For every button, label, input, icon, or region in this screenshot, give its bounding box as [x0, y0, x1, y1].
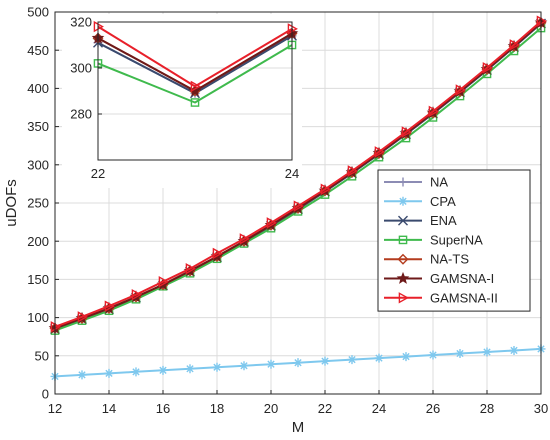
legend-entry-superna: SuperNA	[384, 232, 483, 247]
data-point-gamsna-ii	[374, 146, 385, 158]
data-point-gamsna-ii	[104, 300, 115, 312]
data-point-gamsna-ii	[428, 105, 439, 118]
data-point-gamsna-ii	[212, 247, 223, 260]
y-tick-label: 400	[27, 81, 49, 96]
legend-label-na: NA	[430, 175, 448, 190]
y-tick-label: 100	[27, 310, 49, 325]
legend-label-gamsna-i: GAMSNA-I	[430, 271, 494, 286]
data-point-cpa	[212, 362, 222, 372]
legend-label-gamsna-ii: GAMSNA-II	[430, 290, 498, 305]
data-point-gamsna-ii	[266, 217, 277, 229]
y-tick-label: 200	[27, 234, 49, 249]
data-point-cpa	[482, 347, 492, 357]
inset-chart: 22 24 280 300 320	[62, 14, 302, 188]
data-point-cpa	[428, 350, 438, 360]
legend-label-ena: ENA	[430, 213, 457, 228]
x-tick-label: 24	[285, 166, 299, 181]
data-point-cpa	[104, 368, 114, 378]
x-tick-label: 12	[48, 401, 62, 416]
data-point-gamsna-ii	[347, 165, 358, 177]
inset-ticks: 22 24 280 300 320	[70, 15, 299, 181]
data-point-gamsna-ii	[401, 126, 412, 138]
data-point-cpa	[455, 349, 465, 359]
y-tick-label: 150	[27, 272, 49, 287]
x-tick-label: 14	[102, 401, 116, 416]
y-tick-label: 320	[70, 15, 92, 30]
data-point-cpa	[374, 353, 384, 363]
data-point-cpa	[77, 370, 87, 380]
inset-plot-frame	[97, 21, 293, 161]
data-point-gamsna-ii	[482, 62, 493, 74]
legend-marker-gamsna-i	[396, 271, 410, 284]
y-tick-label: 300	[70, 61, 92, 76]
data-point-cpa	[401, 352, 411, 362]
legend-entry-ena: ENA	[384, 213, 457, 228]
data-point-gamsna-ii	[509, 39, 520, 51]
data-point-gamsna-ii	[131, 288, 142, 301]
x-tick-label: 24	[372, 401, 386, 416]
data-point-gamsna-ii	[77, 311, 88, 323]
data-point-series-6	[190, 80, 201, 93]
data-point-gamsna-ii	[320, 183, 331, 195]
data-point-cpa	[509, 345, 519, 355]
data-point-cpa	[320, 356, 330, 366]
x-tick-label: 22	[318, 401, 332, 416]
legend-label-cpa: CPA	[430, 194, 456, 209]
x-tick-label: 26	[426, 401, 440, 416]
y-tick-label: 500	[27, 5, 49, 20]
data-point-cpa	[239, 361, 249, 371]
x-tick-label: 18	[210, 401, 224, 416]
y-tick-label: 50	[35, 348, 49, 363]
legend-marker-ena	[398, 215, 408, 226]
data-point-cpa	[158, 365, 168, 375]
x-tick-label: 16	[156, 401, 170, 416]
data-point-gamsna-ii	[239, 233, 250, 245]
y-tick-label: 0	[42, 387, 49, 402]
series-line-series-3	[97, 44, 293, 104]
legend-marker-na-ts	[397, 253, 409, 265]
main-series	[48, 15, 548, 381]
x-tick-label: 28	[480, 401, 494, 416]
data-point-cpa	[266, 359, 276, 369]
data-point-cpa	[131, 367, 141, 377]
legend-marker-superna	[398, 235, 408, 245]
data-point-cpa	[185, 364, 195, 374]
legend-entry-gamsna-ii: GAMSNA-II	[384, 290, 498, 305]
data-point-cpa	[293, 358, 303, 368]
x-tick-label: 30	[534, 401, 548, 416]
data-point-cpa	[347, 355, 357, 365]
y-tick-label: 350	[27, 119, 49, 134]
y-tick-label: 250	[27, 196, 49, 211]
y-tick-label: 300	[27, 157, 49, 172]
inset-series	[91, 20, 299, 107]
series-line-gamsna-ii	[54, 20, 542, 328]
y-tick-label: 450	[27, 43, 49, 58]
main-ticks: 12 14 16 18 20 22 24 26 28 3005010015020025030035…	[27, 5, 548, 416]
data-point-gamsna-ii	[293, 200, 304, 212]
legend-entry-na-ts: NA-TS	[384, 252, 469, 267]
legend-entry-cpa: CPA	[384, 194, 456, 209]
data-point-gamsna-ii	[158, 276, 169, 288]
legend-marker-gamsna-ii	[398, 292, 409, 304]
data-point-gamsna-ii	[455, 84, 466, 96]
legend-label-superna: SuperNA	[430, 232, 483, 247]
legend-entry-na: NA	[384, 175, 448, 190]
y-axis-label: uDOFs	[3, 179, 20, 227]
legend-marker-cpa	[398, 196, 408, 206]
series-line-series-6	[97, 25, 293, 88]
legend: NA CPA ENA SuperNA NA-TS GAMSNA-I GAMSNA-II	[377, 169, 531, 312]
legend-marker-na	[398, 177, 408, 187]
legend-entry-gamsna-i: GAMSNA-I	[384, 271, 494, 286]
x-axis-label: M	[292, 419, 305, 436]
data-point-gamsna-ii	[185, 263, 196, 275]
x-tick-label: 20	[264, 401, 278, 416]
data-point-series-3	[190, 98, 200, 107]
series-cpa	[50, 344, 546, 381]
legend-label-na-ts: NA-TS	[430, 252, 469, 267]
y-tick-label: 280	[70, 107, 92, 122]
x-tick-label: 22	[91, 166, 105, 181]
